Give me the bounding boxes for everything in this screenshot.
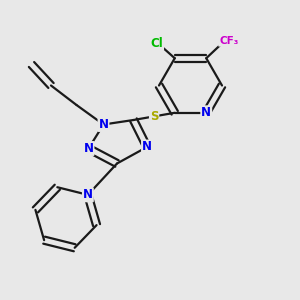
Text: N: N (142, 140, 152, 154)
Text: S: S (150, 110, 158, 123)
Text: N: N (201, 106, 211, 119)
Text: N: N (98, 118, 109, 131)
Text: CF₃: CF₃ (219, 36, 239, 46)
Text: N: N (83, 142, 94, 155)
Text: Cl: Cl (150, 37, 163, 50)
Text: N: N (83, 188, 93, 201)
